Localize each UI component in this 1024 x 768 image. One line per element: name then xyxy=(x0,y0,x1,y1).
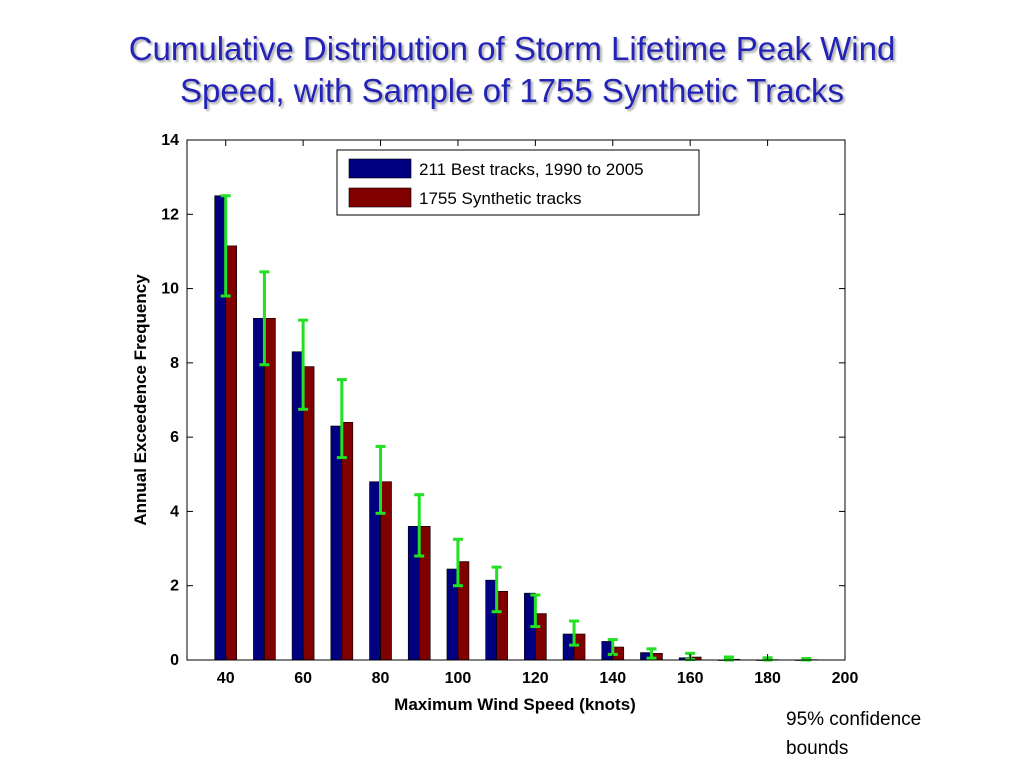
bar-series-2-80 xyxy=(380,481,392,661)
bar-series-2-90 xyxy=(418,525,431,661)
x-tick-label-100: 100 xyxy=(445,670,472,687)
bar-series-1-50 xyxy=(253,317,265,661)
y-tick-label-0: 0 xyxy=(170,652,179,669)
y-tick-label-2: 2 xyxy=(170,578,179,595)
bar-series-2-50 xyxy=(264,317,276,661)
bar-series-1-60 xyxy=(291,351,304,661)
x-tick-label-120: 120 xyxy=(522,670,549,687)
x-tick-label-80: 80 xyxy=(372,670,390,687)
x-tick-label-160: 160 xyxy=(677,670,704,687)
bar-series-1-140 xyxy=(601,641,614,661)
confidence-note-line-2: bounds xyxy=(786,738,849,759)
bar-series-1-70 xyxy=(330,425,343,661)
bar-series-2-130 xyxy=(573,633,586,661)
legend-label-2: 1755 Synthetic tracks xyxy=(419,189,582,208)
bar-series-1-100 xyxy=(446,568,459,661)
x-tick-label-40: 40 xyxy=(217,670,235,687)
y-axis-label: Annual Exceedence Frequency xyxy=(131,274,150,526)
y-tick-label-4: 4 xyxy=(170,503,179,520)
slide-title-line-1: Cumulative Distribution of Storm Lifetim… xyxy=(128,30,896,67)
y-tick-label-12: 12 xyxy=(161,206,179,223)
y-tick-label-10: 10 xyxy=(161,281,179,298)
x-tick-label-180: 180 xyxy=(754,670,781,687)
plot-area xyxy=(187,140,845,660)
bar-series-1-110 xyxy=(485,579,497,661)
bar-series-1-90 xyxy=(407,525,420,661)
confidence-note-line-1: 95% confidence xyxy=(786,709,922,730)
bar-series-1-80 xyxy=(369,481,381,661)
y-tick-label-14: 14 xyxy=(161,132,179,149)
x-tick-label-60: 60 xyxy=(294,670,312,687)
x-tick-label-140: 140 xyxy=(599,670,626,687)
y-tick-label-8: 8 xyxy=(170,355,179,372)
confidence-note: 95% confidence bounds xyxy=(786,705,986,763)
bar-series-2-120 xyxy=(535,613,547,661)
plot-frame xyxy=(186,139,846,661)
x-axis-label: Maximum Wind Speed (knots) xyxy=(394,695,636,714)
legend-swatch-2 xyxy=(348,187,412,208)
bar-series-1-40 xyxy=(214,195,227,661)
bar-series-2-40 xyxy=(225,245,238,661)
bar-series-1-130 xyxy=(562,633,575,661)
slide-title: Cumulative Distribution of Storm Lifetim… xyxy=(40,28,984,112)
y-tick-label-6: 6 xyxy=(170,429,179,446)
bar-series-2-110 xyxy=(496,590,508,661)
slide-title-line-2: Speed, with Sample of 1755 Synthetic Tra… xyxy=(179,72,845,109)
legend-swatch-1 xyxy=(348,158,412,179)
x-tick-label-200: 200 xyxy=(832,670,859,687)
legend-label-1: 211 Best tracks, 1990 to 2005 xyxy=(419,160,644,179)
bar-series-2-100 xyxy=(457,561,470,661)
